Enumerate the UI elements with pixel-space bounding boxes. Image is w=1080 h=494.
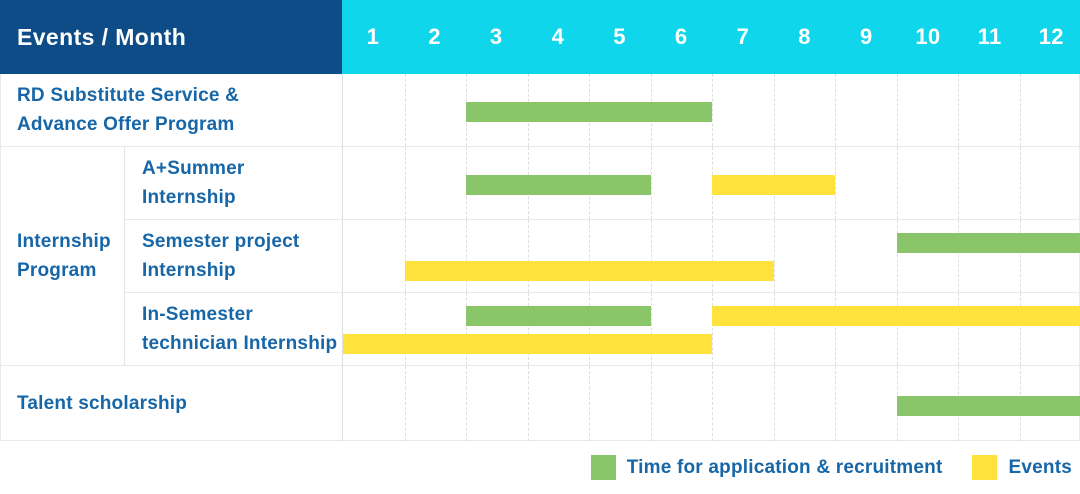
month-gridline xyxy=(773,293,775,365)
month-gridline xyxy=(835,147,836,219)
month-gridline xyxy=(773,220,775,292)
month-gridline xyxy=(404,293,406,365)
month-gridline xyxy=(589,220,590,292)
row-label-in-semester-technician: In-Semester technician Internship xyxy=(124,293,342,366)
month-gridline xyxy=(958,293,959,365)
month-gridline xyxy=(527,366,529,441)
month-gridline xyxy=(466,220,467,292)
month-header-3: 3 xyxy=(489,24,503,49)
legend: Time for application & recruitment Event… xyxy=(0,441,1080,494)
gantt-bar-events xyxy=(712,175,835,195)
gantt-bar-recruitment xyxy=(466,102,712,122)
month-gridline xyxy=(712,220,713,292)
chart-row-talent-scholarship xyxy=(342,366,1080,441)
month-gridline xyxy=(527,220,529,292)
month-gridline xyxy=(712,366,713,441)
month-gridline xyxy=(650,366,652,441)
month-header-8: 8 xyxy=(798,24,811,49)
month-gridline xyxy=(896,293,898,365)
month-gridline xyxy=(835,74,836,146)
month-header-9: 9 xyxy=(859,24,873,49)
chart-row-rd-substitute xyxy=(342,74,1080,147)
legend-label-events: Events xyxy=(1008,456,1072,478)
month-gridline xyxy=(958,220,959,292)
month-header-1: 1 xyxy=(366,24,380,49)
month-gridline xyxy=(835,366,836,441)
row-label-rd-substitute: RD Substitute Service & Advance Offer Pr… xyxy=(1,74,342,147)
month-gridline xyxy=(835,220,836,292)
month-gridline xyxy=(1019,147,1021,219)
month-header-2: 2 xyxy=(428,24,441,49)
month-gridline xyxy=(589,293,590,365)
month-gridline xyxy=(712,293,713,365)
month-header-7: 7 xyxy=(736,24,750,49)
legend-swatch-green xyxy=(590,455,616,480)
chart-row-a-plus-summer xyxy=(342,147,1080,220)
month-gridline xyxy=(650,147,652,219)
month-gridline xyxy=(466,293,467,365)
month-gridline xyxy=(404,220,406,292)
month-gridline xyxy=(896,74,898,146)
table-header-events-month: Events / Month xyxy=(0,0,342,74)
row-group-label-internship-program: Internship Program xyxy=(1,147,124,366)
month-header-4: 4 xyxy=(551,24,565,49)
month-header-12: 12 xyxy=(1038,24,1064,49)
month-gridline xyxy=(650,220,652,292)
month-gridline xyxy=(650,293,652,365)
month-gridline xyxy=(896,220,898,292)
month-gridline xyxy=(589,366,590,441)
month-gridline xyxy=(773,74,775,146)
gantt-bar-recruitment xyxy=(466,306,651,326)
events-month-table: Events / Month 1 2 3 4 5 6 7 8 9 10 11 12 RD Substi… xyxy=(0,0,1080,441)
gantt-bar-events xyxy=(712,306,1080,326)
month-gridline xyxy=(527,293,529,365)
month-gridline xyxy=(404,74,406,146)
gantt-bar-recruitment xyxy=(896,395,1080,416)
month-gridline xyxy=(773,366,775,441)
row-label-talent-scholarship: Talent scholarship xyxy=(17,393,188,414)
month-gridline xyxy=(958,147,959,219)
chart-row-in-semester-technician xyxy=(342,293,1080,366)
month-gridline xyxy=(466,366,467,441)
gantt-bar-events xyxy=(404,261,774,281)
gantt-bar-recruitment xyxy=(896,233,1080,253)
month-gridline xyxy=(1019,220,1021,292)
legend-item-events: Events xyxy=(972,455,1072,480)
month-gridline xyxy=(404,366,406,441)
month-header-5: 5 xyxy=(613,24,626,49)
legend-label-recruitment: Time for application & recruitment xyxy=(626,456,943,478)
month-gridline xyxy=(896,147,898,219)
row-label-semester-project: Semester project Internship xyxy=(124,220,342,293)
chart-row-semester-project xyxy=(342,220,1080,293)
month-gridline xyxy=(712,74,713,146)
legend-swatch-yellow xyxy=(972,455,998,480)
month-gridline xyxy=(835,293,836,365)
month-header-6: 6 xyxy=(674,24,688,49)
legend-item-recruitment: Time for application & recruitment xyxy=(590,455,943,480)
gantt-bar-recruitment xyxy=(466,175,651,195)
month-header-row: 1 2 3 4 5 6 7 8 9 10 11 12 xyxy=(342,0,1080,74)
month-gridline xyxy=(958,74,959,146)
gantt-bar-events xyxy=(343,334,712,354)
row-label-a-plus-summer: A+Summer Internship xyxy=(124,147,342,220)
month-gridline xyxy=(1019,74,1021,146)
month-gridline xyxy=(1019,293,1021,365)
month-header-11: 11 xyxy=(977,24,1002,49)
month-header-10: 10 xyxy=(915,24,941,49)
table-header-title: Events / Month xyxy=(17,23,187,50)
month-gridline xyxy=(404,147,406,219)
